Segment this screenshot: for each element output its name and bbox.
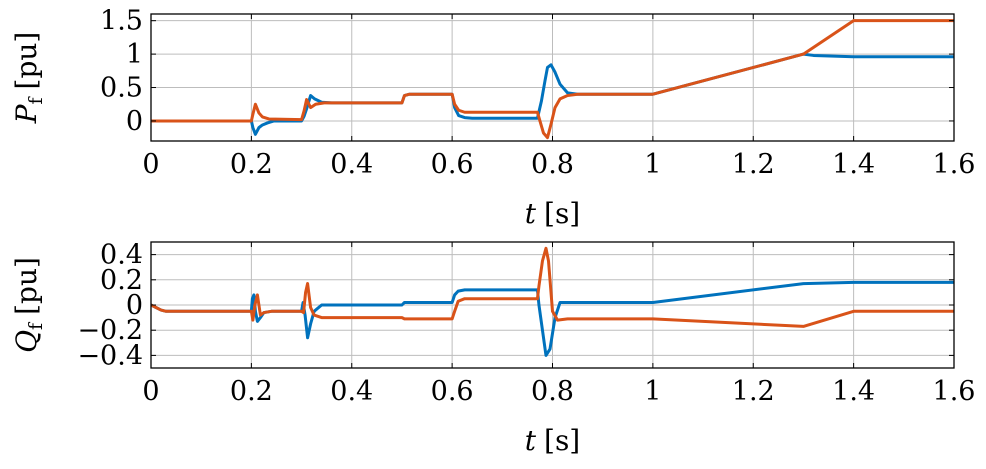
- chart-panel-2: 0 0.2 0.4 0.6 0.8 1 1.2 1.4 1.6−0.4−0.200.20.4t[…: [10, 240, 975, 457]
- y-tick-label: 0: [126, 290, 143, 321]
- x-tick-label: 1.2: [732, 376, 775, 407]
- x-tick-label: 1: [644, 149, 661, 180]
- x-tick-label: 0.8: [531, 376, 574, 407]
- y-axis-label-subscript: f: [25, 321, 47, 330]
- x-tick-label: 0: [142, 149, 159, 180]
- x-tick-label: 0.8: [531, 149, 574, 180]
- y-tick-label: 0.4: [100, 240, 143, 271]
- x-tick-label: 0.2: [230, 376, 273, 407]
- x-axis-label-unit: [s]: [544, 197, 580, 230]
- y-tick-label: 1.5: [100, 6, 143, 37]
- y-tick-label: −0.2: [77, 315, 143, 346]
- x-tick-label: 0.4: [330, 376, 373, 407]
- x-tick-label: 0.2: [230, 149, 273, 180]
- y-tick-label: 1: [126, 39, 143, 70]
- series-line-1: [151, 280, 954, 357]
- series-line-2: [151, 246, 954, 328]
- x-tick-label: 0.4: [330, 149, 373, 180]
- series-line-2: [151, 19, 954, 140]
- y-tick-label: 0.5: [100, 73, 143, 104]
- x-tick-label: 0: [142, 376, 159, 407]
- x-tick-label: 0.6: [431, 376, 474, 407]
- x-axis-label: t [s]: [525, 424, 580, 457]
- y-axis-label-unit: [pu]: [10, 32, 43, 90]
- y-axis-label-subscript: f: [25, 96, 47, 105]
- x-axis-label: t [s]: [525, 197, 580, 230]
- x-tick-label: 1.4: [832, 376, 875, 407]
- x-tick-label: 1.6: [933, 376, 976, 407]
- y-tick-label: 0.2: [100, 265, 143, 296]
- y-axis-label-variable: P: [10, 103, 43, 124]
- x-tick-label: 1: [644, 376, 661, 407]
- x-tick-label: 1.4: [832, 149, 875, 180]
- x-axis-label-unit: [s]: [544, 424, 580, 457]
- y-axis-label: Qf [pu]: [10, 257, 47, 353]
- x-tick-label: 0.6: [431, 149, 474, 180]
- chart-panel-1: 0 0.2 0.4 0.6 0.8 1 1.2 1.4 1.600.511.5t [s]Pf[pu…: [10, 6, 975, 230]
- x-tick-label: 1.6: [933, 149, 976, 180]
- y-axis-label-variable: Q: [10, 330, 43, 353]
- x-tick-label: 1.2: [732, 149, 775, 180]
- y-tick-label: −0.4: [77, 340, 143, 371]
- y-axis-label-unit: [pu]: [10, 257, 43, 315]
- x-axis-label-variable: t: [525, 197, 537, 230]
- y-axis-label: Pf [pu]: [10, 32, 47, 125]
- x-axis-label-variable: t: [525, 424, 537, 457]
- y-tick-label: 0: [126, 106, 143, 137]
